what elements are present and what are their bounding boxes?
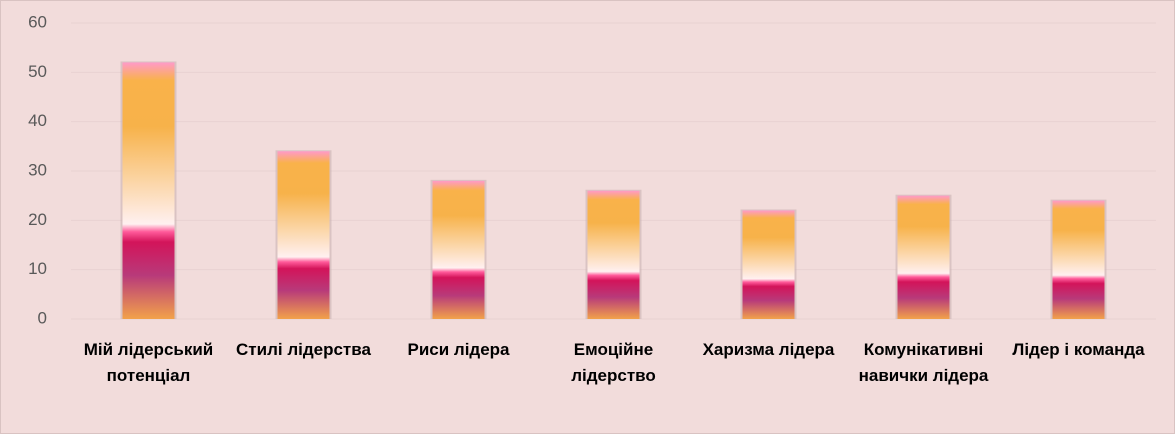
y-tick-label: 40 bbox=[28, 111, 47, 130]
x-tick-label: Стилі лідерства bbox=[236, 340, 371, 359]
y-tick-label: 60 bbox=[28, 12, 47, 31]
x-tick-label: Комунікативні навички лідера bbox=[858, 340, 989, 385]
bar bbox=[432, 180, 485, 319]
x-tick-label: Мій лідерський потенціал bbox=[83, 340, 214, 385]
bar bbox=[742, 210, 795, 319]
y-tick-label: 10 bbox=[28, 259, 47, 278]
x-tick-label: Риси лідера bbox=[407, 340, 510, 359]
bar bbox=[1052, 200, 1105, 319]
y-tick-label: 30 bbox=[28, 160, 47, 179]
x-tick-label: Лідер і команда bbox=[1012, 340, 1145, 359]
bar bbox=[897, 195, 950, 319]
bar bbox=[122, 62, 175, 319]
y-tick-label: 20 bbox=[28, 210, 47, 229]
bar bbox=[587, 190, 640, 319]
x-tick-label: Харизма лідера bbox=[702, 340, 835, 359]
y-tick-label: 0 bbox=[38, 308, 47, 327]
x-tick-label: Емоційне лідерство bbox=[571, 340, 656, 385]
bar bbox=[277, 151, 330, 319]
y-tick-label: 50 bbox=[28, 62, 47, 81]
